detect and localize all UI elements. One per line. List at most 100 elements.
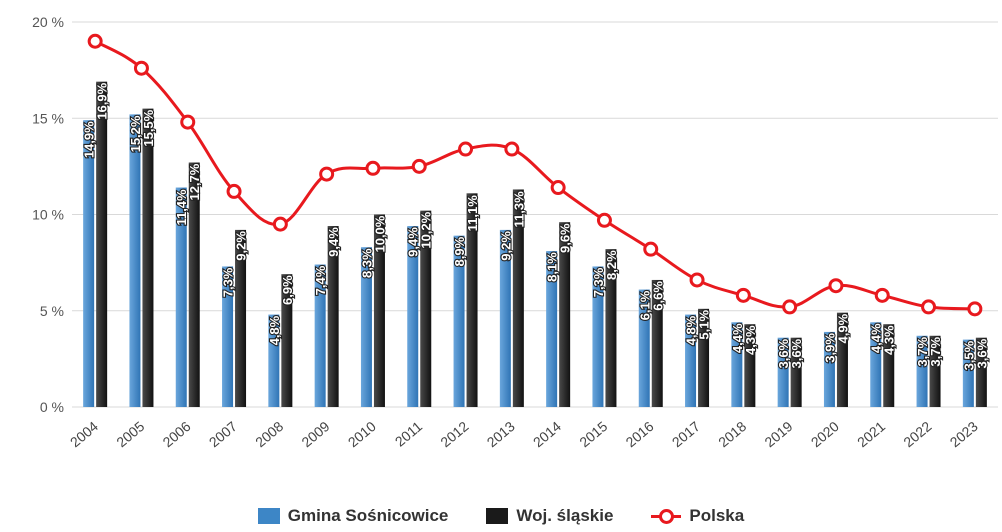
data-label-gmina: 3,9% bbox=[822, 333, 837, 363]
legend-label-woj: Woj. śląskie bbox=[516, 506, 614, 525]
data-label-woj: 4,3% bbox=[882, 325, 897, 355]
x-tick-label: 2020 bbox=[808, 418, 842, 450]
bar-gmina bbox=[962, 339, 974, 407]
bars bbox=[83, 81, 987, 408]
polska-point bbox=[643, 241, 659, 257]
polska-point bbox=[967, 301, 983, 317]
x-tick-label: 2023 bbox=[947, 418, 981, 450]
x-tick-label: 2015 bbox=[576, 418, 610, 450]
bar-gmina bbox=[499, 229, 511, 407]
data-label-woj: 16,9% bbox=[95, 82, 110, 119]
data-label-woj: 6,9% bbox=[280, 275, 295, 305]
legend: Gmina Sośnicowice Woj. śląskie Polska bbox=[0, 503, 1002, 529]
polska-point bbox=[921, 299, 937, 315]
legend-swatch-gmina bbox=[257, 508, 280, 524]
bar-woj bbox=[975, 337, 987, 407]
data-label-gmina: 7,3% bbox=[591, 267, 606, 297]
data-label-gmina: 3,6% bbox=[776, 338, 791, 368]
data-label-woj: 3,6% bbox=[789, 338, 804, 368]
y-tick-label: 5 % bbox=[40, 303, 64, 319]
data-label-woj: 8,2% bbox=[604, 250, 619, 280]
y-tick-label: 0 % bbox=[40, 399, 64, 415]
data-label-gmina: 4,4% bbox=[730, 323, 745, 353]
polska-point bbox=[504, 141, 520, 157]
legend-marker-polska bbox=[651, 508, 682, 524]
polska-point bbox=[133, 60, 149, 76]
polska-line bbox=[87, 33, 983, 317]
x-tick-label: 2005 bbox=[113, 418, 147, 450]
data-label-woj: 4,9% bbox=[835, 313, 850, 343]
bar-gmina bbox=[823, 331, 835, 407]
data-label-gmina: 3,5% bbox=[961, 340, 976, 370]
bar-woj bbox=[281, 274, 293, 407]
bar-woj bbox=[836, 312, 848, 407]
polska-point bbox=[87, 33, 103, 49]
bar-gmina bbox=[685, 314, 697, 407]
bar-woj bbox=[466, 193, 478, 407]
legend-label-gmina: Gmina Sośnicowice bbox=[287, 506, 449, 525]
data-label-woj: 12,7% bbox=[187, 163, 202, 200]
bar-woj bbox=[512, 189, 524, 407]
bar-gmina bbox=[407, 226, 419, 407]
bar-gmina bbox=[83, 120, 95, 408]
legend-item-gmina[interactable]: Gmina Sośnicowice bbox=[257, 506, 449, 526]
bar-woj bbox=[883, 324, 895, 407]
data-label-woj: 9,2% bbox=[234, 231, 249, 261]
bar-woj bbox=[651, 279, 663, 407]
bar-gmina bbox=[546, 251, 558, 407]
polska-point bbox=[782, 299, 798, 315]
polska-point bbox=[272, 216, 288, 232]
data-label-woj: 4,3% bbox=[743, 325, 758, 355]
data-label-gmina: 4,8% bbox=[684, 315, 699, 345]
data-label-woj: 15,5% bbox=[141, 109, 156, 146]
legend-item-woj[interactable]: Woj. śląskie bbox=[486, 506, 613, 526]
legend-label-polska: Polska bbox=[689, 506, 745, 525]
polska-point bbox=[735, 287, 751, 303]
polska-point bbox=[365, 160, 381, 176]
data-label-gmina: 15,2% bbox=[128, 115, 143, 152]
bar-woj bbox=[790, 337, 802, 407]
bar-gmina bbox=[592, 266, 604, 407]
bar-woj bbox=[373, 214, 385, 407]
legend-item-polska[interactable]: Polska bbox=[651, 506, 744, 526]
bar-gmina bbox=[314, 264, 326, 407]
y-tick-label: 15 % bbox=[32, 110, 64, 126]
polska-point bbox=[689, 272, 705, 288]
data-label-gmina: 9,4% bbox=[406, 227, 421, 257]
data-label-gmina: 9,2% bbox=[498, 231, 513, 261]
x-tick-label: 2021 bbox=[854, 418, 888, 450]
bar-gmina bbox=[222, 266, 234, 407]
x-tick-label: 2010 bbox=[345, 418, 379, 450]
bar-gmina bbox=[129, 114, 141, 408]
polska-point bbox=[319, 166, 335, 182]
bar-woj bbox=[188, 162, 200, 407]
data-label-woj: 11,1% bbox=[465, 195, 480, 232]
x-tick-label: 2014 bbox=[530, 418, 564, 450]
bar-gmina bbox=[777, 337, 789, 407]
data-label-woj: 10,0% bbox=[372, 215, 387, 252]
bar-woj bbox=[327, 226, 339, 407]
x-tick-label: 2004 bbox=[67, 418, 101, 450]
polska-point bbox=[180, 114, 196, 130]
data-label-gmina: 7,3% bbox=[221, 267, 236, 297]
bar-gmina bbox=[175, 187, 187, 407]
data-label-gmina: 8,3% bbox=[359, 248, 374, 278]
bar-gmina bbox=[916, 335, 928, 407]
data-label-gmina: 6,1% bbox=[637, 290, 652, 320]
data-label-gmina: 3,7% bbox=[915, 337, 930, 367]
data-label-woj: 6,6% bbox=[650, 281, 665, 311]
x-tick-label: 2018 bbox=[715, 418, 749, 450]
polska-point bbox=[550, 180, 566, 196]
data-label-woj: 9,6% bbox=[558, 223, 573, 253]
x-tick-label: 2007 bbox=[206, 418, 240, 450]
x-tick-label: 2022 bbox=[900, 418, 934, 450]
data-label-woj: 10,2% bbox=[419, 211, 434, 248]
data-label-gmina: 11,4% bbox=[174, 189, 189, 226]
x-tick-label: 2013 bbox=[484, 418, 518, 450]
data-label-gmina: 7,4% bbox=[313, 265, 328, 295]
bar-woj bbox=[235, 229, 247, 407]
data-label-gmina: 8,9% bbox=[452, 236, 467, 266]
polska-point bbox=[874, 287, 890, 303]
legend-swatch-woj bbox=[486, 508, 509, 524]
data-label-gmina: 4,4% bbox=[869, 323, 884, 353]
